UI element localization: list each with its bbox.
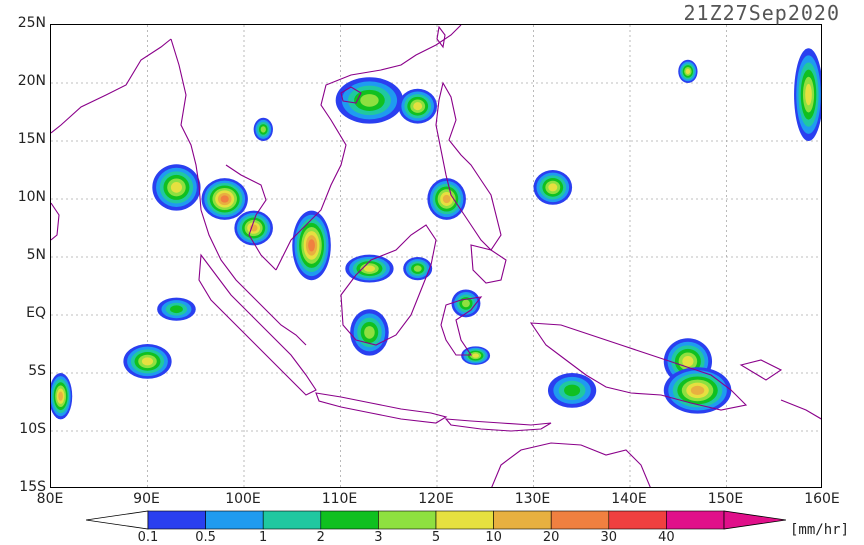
coastlines <box>51 25 821 487</box>
timestamp: 21Z27Sep2020 <box>683 1 840 25</box>
rain-cell <box>413 102 423 111</box>
map-panel <box>50 24 822 488</box>
legend-swatch <box>608 510 667 530</box>
rain-cell <box>170 182 183 193</box>
color-legend <box>86 510 786 530</box>
coast-myanmar <box>170 38 202 211</box>
lon-label: 120E <box>418 491 454 507</box>
legend-tick-label: 0.1 <box>137 530 159 545</box>
rain-cell <box>260 126 266 133</box>
rain-cell <box>170 305 183 314</box>
lat-label: 5S <box>28 363 46 379</box>
lat-label: 20N <box>17 73 46 89</box>
rain-cell <box>685 68 691 75</box>
legend-swatch <box>550 510 610 530</box>
lat-label: 25N <box>17 15 46 31</box>
lon-label: 160E <box>804 491 840 507</box>
rain-layer <box>51 48 821 420</box>
legend-swatch <box>205 510 264 530</box>
legend-units: [mm/hr] <box>790 522 850 538</box>
legend-swatch <box>493 510 552 530</box>
coast-thai-gulf <box>225 164 277 271</box>
lat-label: 10S <box>19 421 46 437</box>
coast-solomon <box>739 359 783 381</box>
coast-luzon <box>435 81 502 251</box>
coast-taiwan <box>436 25 446 49</box>
precipitation-map <box>51 25 821 487</box>
coast-indochina <box>275 69 382 271</box>
lat-label: EQ <box>26 305 46 321</box>
coast-mindanao <box>470 244 507 284</box>
coast-sri-lanka <box>51 202 60 241</box>
legend-tick-label: 40 <box>658 530 675 545</box>
rain-cell <box>141 357 154 366</box>
lon-label: 90E <box>133 491 160 507</box>
rain-cell <box>564 384 581 397</box>
rain-cell <box>548 183 558 192</box>
lat-label: 15S <box>19 479 46 495</box>
lon-label: 140E <box>611 491 647 507</box>
coast-sulawesi <box>440 296 483 356</box>
rain-cell <box>413 265 422 272</box>
lat-label: 15N <box>17 131 46 147</box>
legend-swatch <box>666 510 725 530</box>
legend-swatch <box>378 510 437 530</box>
legend-low-triangle <box>86 510 149 530</box>
lon-label: 130E <box>514 491 551 507</box>
rain-cell <box>220 195 229 203</box>
legend-tick-label: 2 <box>316 530 325 545</box>
rain-cell <box>690 385 705 396</box>
coast-solomon-2 <box>780 399 821 420</box>
legend-tick-label: 1 <box>259 530 268 545</box>
coast-borneo <box>340 224 437 346</box>
rain-cell <box>363 265 376 272</box>
rain-cell <box>442 194 451 204</box>
legend-high-triangle <box>723 510 786 530</box>
coast-sumatra <box>198 253 317 396</box>
legend-tick-label: 5 <box>431 530 441 545</box>
legend-swatch <box>262 510 322 530</box>
legend-swatch <box>435 510 494 530</box>
coast-java <box>315 392 448 424</box>
lon-label: 150E <box>707 491 744 507</box>
legend-tick-label: 10 <box>485 530 502 545</box>
rain-cell <box>308 239 315 252</box>
coast-hainan <box>340 86 362 104</box>
rain-cell <box>682 356 694 367</box>
legend-tick-label: 0.5 <box>195 530 216 545</box>
coast-sunda <box>444 418 552 432</box>
rain-cell <box>360 94 379 107</box>
lon-label: 100E <box>225 491 261 507</box>
lon-label: 110E <box>321 491 358 507</box>
lat-label: 5N <box>26 247 46 263</box>
grid-lines <box>51 25 821 487</box>
coast-china <box>380 25 462 71</box>
rain-cell <box>364 326 375 339</box>
legend-swatch <box>147 510 206 530</box>
rain-cell <box>805 83 812 106</box>
legend-tick-label: 20 <box>542 530 560 545</box>
coast-india <box>51 38 172 134</box>
rain-cell <box>58 391 63 401</box>
coast-malay <box>200 209 307 346</box>
legend-tick-label: 30 <box>600 530 618 545</box>
legend-swatch <box>320 510 379 530</box>
rain-cell <box>472 353 479 358</box>
coast-australia <box>491 442 651 487</box>
lon-label: 80E <box>36 491 64 507</box>
coast-new-guinea <box>529 322 748 411</box>
lat-label: 10N <box>17 189 46 205</box>
legend-tick-label: 3 <box>374 530 383 545</box>
rain-cell <box>462 299 470 308</box>
